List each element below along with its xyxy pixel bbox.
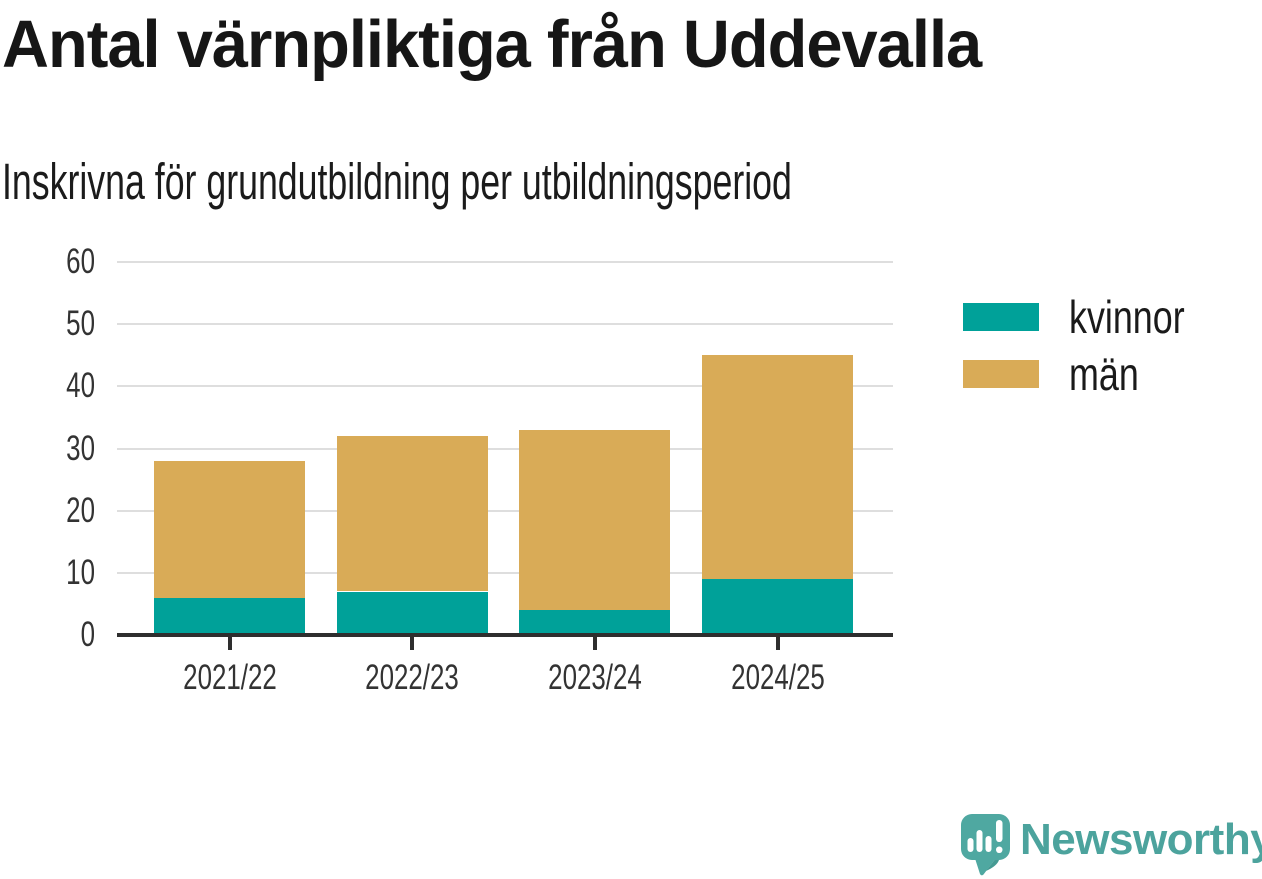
y-tick-label-10: 10	[66, 552, 95, 592]
legend-label-man: män	[1069, 348, 1139, 400]
y-tick-label-60: 60	[66, 242, 95, 281]
page-title: Antal värnpliktiga från Uddevalla	[2, 7, 982, 82]
x-tick-label-2022/23: 2022/23	[365, 658, 460, 697]
y-tick-label-0: 0	[80, 615, 95, 654]
legend-label-kvinnor: kvinnor	[1069, 291, 1185, 343]
legend-swatch-kvinnor	[963, 303, 1039, 331]
gridline-60	[117, 261, 893, 263]
bar-segment-män-2021/22	[154, 460, 305, 598]
brand-name: Newsworthy	[1020, 815, 1262, 864]
newsworthy-logo-icon	[961, 814, 1010, 876]
bar-segment-män-2022/23	[336, 436, 488, 592]
bar-segment-kvinnor-2021/22	[154, 597, 305, 635]
x-tick-2024/25	[775, 637, 780, 650]
x-tick-2021/22	[227, 637, 232, 650]
x-tick-label-2023/24: 2023/24	[547, 658, 642, 697]
legend-swatch-man	[963, 360, 1039, 388]
x-axis-line	[117, 633, 893, 637]
x-tick-label-2021/22: 2021/22	[182, 658, 277, 697]
bar-segment-män-2024/25	[702, 355, 853, 579]
gridline-50	[117, 323, 893, 326]
bar-segment-kvinnor-2023/24	[519, 610, 671, 635]
page-subtitle: Inskrivna för grundutbildning per utbild…	[2, 153, 792, 210]
legend-item-man: män	[963, 348, 1158, 400]
bar-segment-män-2023/24	[519, 429, 671, 611]
x-tick-label-2024/25: 2024/25	[730, 658, 825, 697]
gridline-40	[117, 385, 893, 388]
gridline-30	[117, 447, 893, 450]
gridline-20	[117, 509, 893, 512]
bar-segment-kvinnor-2024/25	[702, 579, 853, 635]
x-tick-2023/24	[592, 637, 597, 650]
y-tick-label-30: 30	[66, 428, 95, 468]
y-tick-label-50: 50	[66, 304, 95, 344]
bar-segment-kvinnor-2022/23	[336, 591, 488, 635]
x-tick-2022/23	[410, 637, 415, 650]
y-tick-label-40: 40	[66, 366, 95, 406]
y-tick-label-20: 20	[66, 490, 95, 530]
brand-footer: Newsworthy	[961, 814, 1262, 877]
legend-item-kvinnor: kvinnor	[963, 291, 1217, 343]
gridline-10	[117, 571, 893, 574]
